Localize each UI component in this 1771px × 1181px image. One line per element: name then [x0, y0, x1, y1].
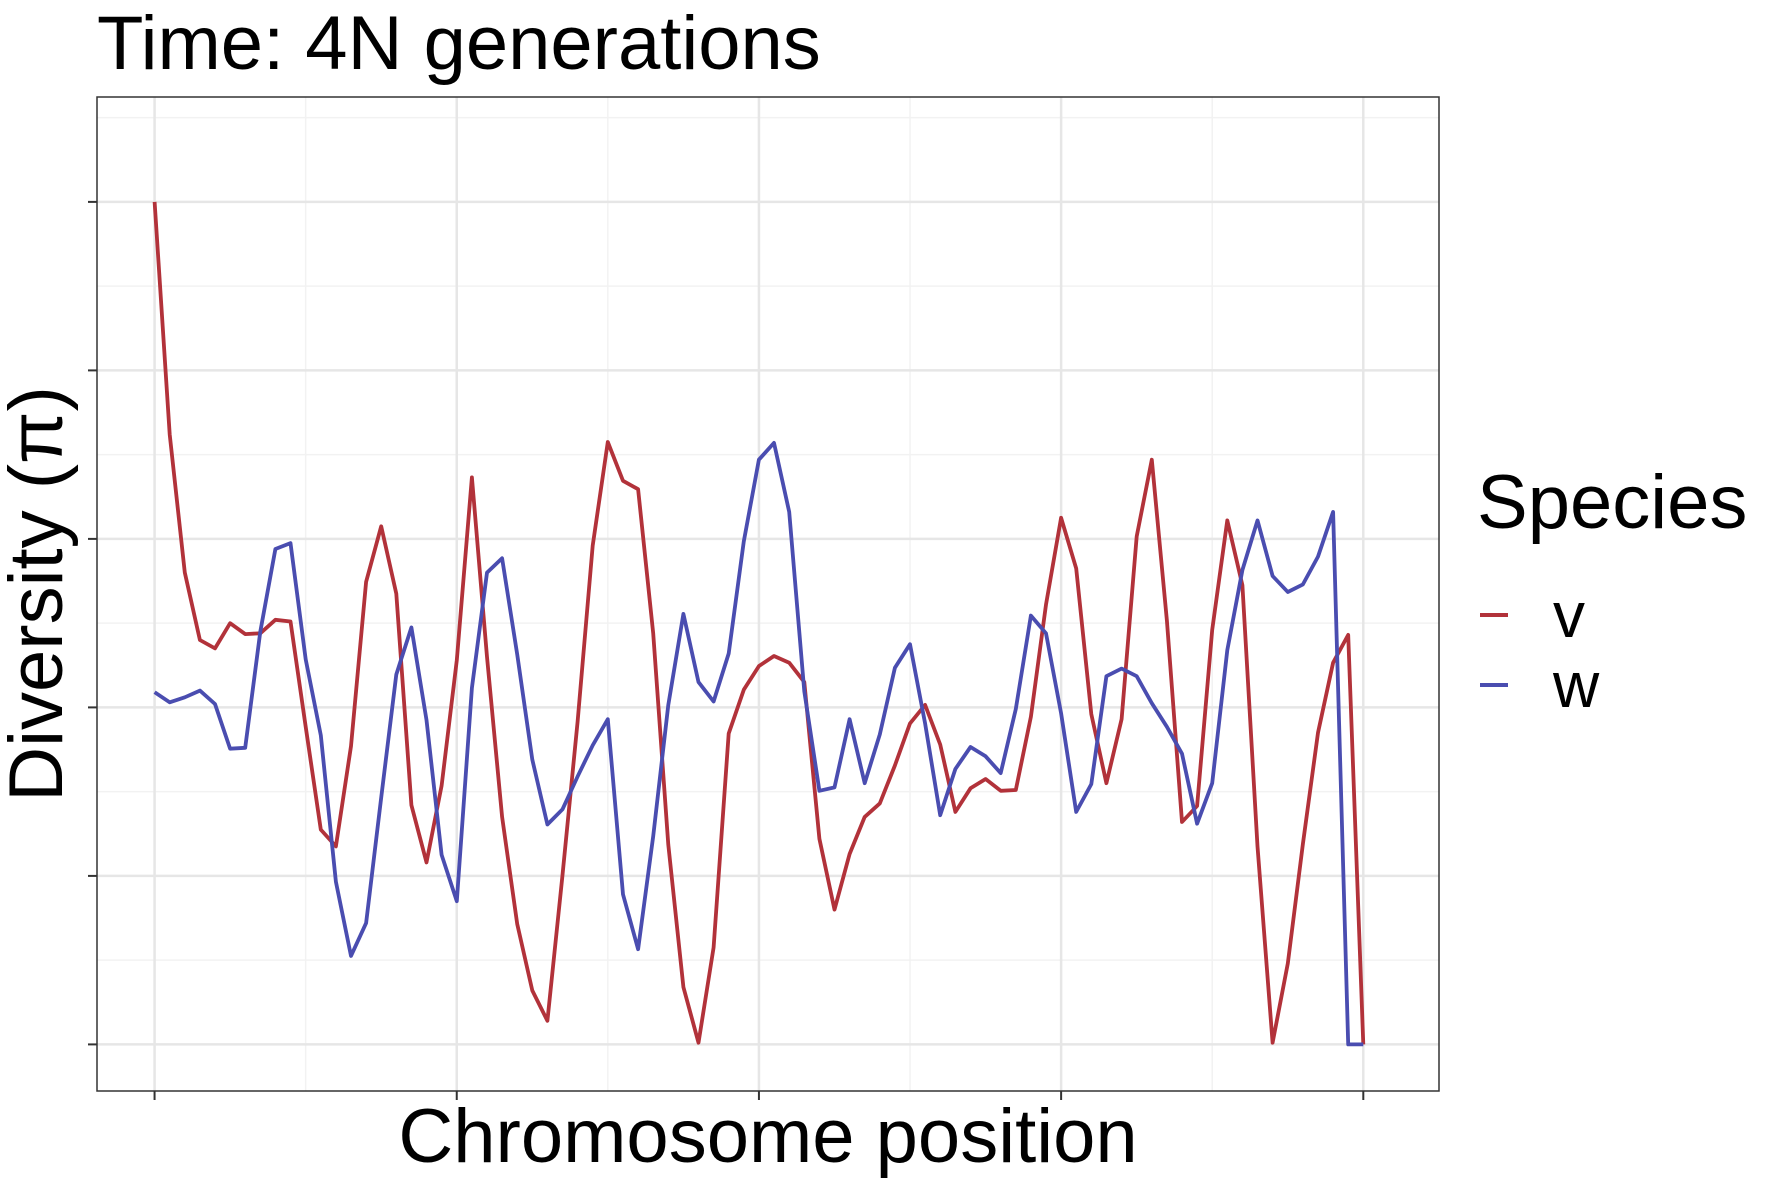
y-axis-title: Diversity (π)	[0, 386, 79, 802]
legend-title: Species	[1477, 460, 1747, 545]
legend-label-w: w	[1552, 649, 1600, 721]
series-line-v	[152, 201, 1366, 1045]
series-lines	[152, 201, 1366, 1047]
series-line-w	[153, 440, 1364, 1047]
legend-label-v: v	[1553, 579, 1585, 651]
axis-ticks	[88, 200, 1365, 1100]
x-axis-title: Chromosome position	[398, 1094, 1137, 1179]
gridlines	[97, 97, 1439, 1091]
panel-border	[96, 96, 1440, 1092]
chart-title: Time: 4N generations	[97, 1, 821, 86]
legend: Species v w	[1477, 460, 1747, 721]
